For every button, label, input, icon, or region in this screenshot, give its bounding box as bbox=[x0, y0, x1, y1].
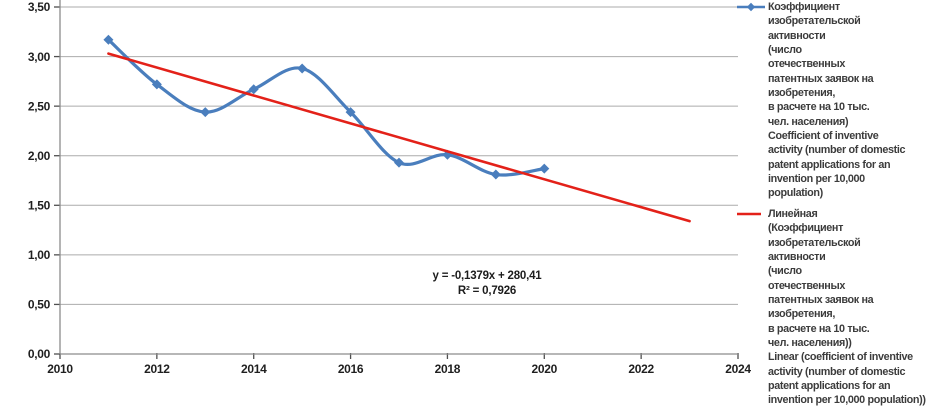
series-line bbox=[106, 38, 546, 177]
legend-label-line: (число bbox=[768, 265, 802, 278]
data-point-marker bbox=[200, 107, 211, 118]
legend-label-line: patent applications for an bbox=[768, 158, 891, 171]
x-tick-label: 2024 bbox=[725, 362, 751, 376]
legend-line-diamond-marker-icon bbox=[737, 2, 765, 12]
legend-label-line: Coefficient of inventive bbox=[768, 130, 879, 143]
legend-label: Коэффициент изобретательской активности (чи… bbox=[768, 0, 906, 201]
y-tick-label: 1,50 bbox=[28, 198, 51, 212]
legend-item-series: Коэффициент изобретательской активности (чи… bbox=[737, 0, 906, 201]
legend-label-line: изобретательской bbox=[768, 236, 861, 249]
legend-label-line: invention per 10,000 bbox=[768, 173, 865, 186]
y-tick-label: 3,50 bbox=[28, 0, 51, 14]
legend-marker-diamond bbox=[746, 2, 756, 12]
x-tick-label: 2012 bbox=[144, 362, 170, 376]
x-tick-label: 2014 bbox=[241, 362, 267, 376]
data-point-marker bbox=[297, 63, 308, 74]
legend-label-line: activity (number of domestic bbox=[768, 144, 906, 157]
legend-label-line: Линейная bbox=[768, 208, 818, 220]
legend-label-line: (Коэффициент bbox=[768, 222, 844, 235]
legend-label-line: invention per 10,000 population)) bbox=[768, 394, 926, 407]
legend-label-line: Коэффициент bbox=[768, 1, 840, 13]
legend-label-line: чел. населения) bbox=[768, 115, 849, 128]
y-tick-label: 2,50 bbox=[28, 99, 51, 113]
trendline-equation-text: y = -0,1379x + 280,41 bbox=[432, 270, 542, 282]
data-point-marker bbox=[393, 157, 405, 168]
legend-label-line: Linear (coefficient of inventive bbox=[768, 351, 913, 364]
legend-label-line: активности bbox=[768, 251, 826, 264]
legend-label-line: отечественных bbox=[768, 279, 845, 292]
chart-legend: Коэффициент изобретательской активности (чи… bbox=[737, 0, 942, 408]
y-tick-label: 3,00 bbox=[28, 50, 51, 64]
legend-label-line: изобретения, bbox=[768, 87, 836, 100]
x-tick-label: 2010 bbox=[47, 362, 73, 376]
data-point-marker bbox=[248, 84, 259, 95]
data-point-marker bbox=[345, 107, 356, 118]
data-point-marker bbox=[103, 34, 114, 45]
legend-line-marker-icon bbox=[737, 212, 761, 216]
legend-label-line: patent applications for an bbox=[768, 380, 891, 393]
x-tick-label: 2016 bbox=[338, 362, 364, 376]
legend-label-line: (число bbox=[768, 44, 802, 57]
legend-item-trendline: Линейная (Коэффициент изобретательской акти… bbox=[737, 207, 926, 408]
y-tick-label: 2,00 bbox=[28, 149, 51, 163]
legend-label-line: патентных заявок на bbox=[768, 72, 874, 85]
x-tick-label: 2020 bbox=[532, 362, 558, 376]
data-point-marker bbox=[151, 79, 162, 90]
legend-label-line: в расчете на 10 тыс. bbox=[768, 322, 870, 335]
data-point-marker bbox=[539, 163, 550, 174]
data-point-marker bbox=[490, 169, 501, 180]
legend-label-line: в расчете на 10 тыс. bbox=[768, 101, 870, 114]
y-tick-label: 0,00 bbox=[28, 347, 51, 361]
legend-label-line: изобретения, bbox=[768, 308, 836, 321]
trendline bbox=[107, 52, 691, 223]
legend-label: Линейная (Коэффициент изобретательской акти… bbox=[768, 207, 926, 408]
legend-label-line: патентных заявок на bbox=[768, 294, 874, 307]
legend-label-line: чел. населения)) bbox=[768, 337, 852, 350]
legend-label-line: отечественных bbox=[768, 58, 845, 71]
legend-label-line: активности bbox=[768, 29, 826, 42]
y-tick-label: 1,00 bbox=[28, 248, 51, 262]
legend-label-line: изобретательской bbox=[768, 15, 861, 28]
r-squared-text: R² = 0,7926 bbox=[457, 285, 517, 297]
x-tick-label: 2018 bbox=[435, 362, 461, 376]
legend-label-line: population) bbox=[768, 187, 823, 200]
y-tick-label: 0,50 bbox=[28, 298, 51, 312]
legend-label-line: activity (number of domestic bbox=[768, 365, 906, 378]
x-tick-label: 2022 bbox=[628, 362, 654, 376]
trendline-annotation: y = -0,1379x + 280,41 R² = 0,7926 bbox=[387, 269, 587, 299]
